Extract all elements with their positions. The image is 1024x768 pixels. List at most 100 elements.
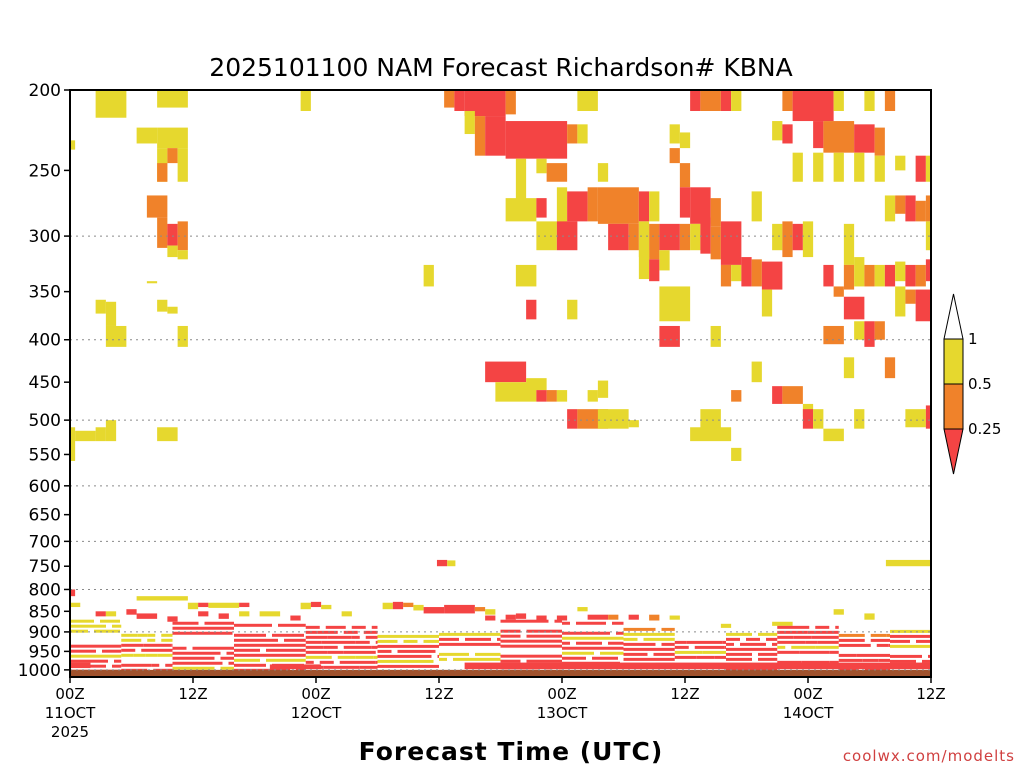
heatmap-cell [586, 651, 594, 655]
heatmap-cell [758, 652, 778, 656]
heatmap-cell [807, 630, 839, 634]
heatmap-cell [105, 611, 117, 617]
heatmap-cell [266, 658, 296, 662]
heatmap-cell [758, 632, 770, 636]
heatmap-cell [874, 155, 885, 182]
heatmap-cells [70, 90, 931, 673]
heatmap-cell [782, 124, 793, 144]
heatmap-cell [300, 90, 311, 111]
heatmap-cell [562, 621, 570, 625]
heatmap-cell [505, 614, 516, 620]
heatmap-cell [628, 223, 639, 251]
y-tick-label: 1000 [18, 661, 61, 681]
heatmap-cell [305, 660, 314, 664]
heatmap-cell [371, 645, 378, 649]
heatmap-cell [761, 289, 773, 317]
heatmap-cell [305, 655, 332, 659]
colorbar-label: 0.25 [968, 420, 1001, 438]
heatmap-cell [198, 602, 209, 608]
heatmap-cell [864, 321, 875, 347]
heatmap-cell [567, 299, 578, 320]
heatmap-cell [100, 619, 112, 623]
heatmap-cell [833, 609, 844, 615]
heatmap-cell [567, 191, 588, 222]
heatmap-cell [554, 644, 562, 648]
heatmap-cell [234, 663, 246, 667]
boundary-layer-band [172, 621, 234, 670]
heatmap-cell [813, 152, 824, 182]
heatmap-cell [741, 257, 752, 287]
heatmap-cell [136, 596, 188, 601]
heatmap-cell [556, 659, 562, 663]
heatmap-cell [437, 654, 439, 658]
heatmap-cell [389, 634, 426, 638]
heatmap-cell [82, 644, 112, 648]
y-tick-label: 800 [29, 580, 61, 600]
heatmap-cell [641, 632, 672, 636]
heatmap-cell [838, 643, 871, 647]
heatmap-cell [296, 658, 306, 662]
heatmap-cell [690, 427, 732, 442]
x-tick-label: 11OCT [45, 704, 96, 722]
heatmap-cell [88, 654, 100, 658]
heatmap-cell [355, 655, 374, 659]
heatmap-cell [387, 664, 398, 668]
heatmap-cell [912, 644, 928, 648]
heatmap-cell [791, 645, 816, 649]
heatmap-cell [690, 187, 711, 224]
heatmap-cell [278, 623, 288, 627]
heatmap-cell [146, 281, 158, 284]
heatmap-cell [182, 656, 215, 660]
heatmap-cell [95, 90, 127, 118]
heatmap-cell [343, 645, 372, 649]
heatmap-cell [758, 657, 778, 661]
x-tick-label: 13OCT [537, 704, 588, 722]
heatmap-cell [167, 223, 178, 246]
heatmap-cell [669, 148, 680, 164]
heatmap-cell [137, 633, 148, 637]
heatmap-cell [815, 645, 839, 649]
heatmap-cell [407, 659, 434, 663]
heatmap-cell [905, 289, 916, 304]
heatmap-cell [915, 264, 926, 287]
heatmap-cell [500, 639, 529, 643]
heatmap-cell [234, 653, 252, 657]
heatmap-cell [726, 657, 752, 661]
heatmap-cell [726, 647, 748, 651]
heatmap-cell [895, 195, 906, 214]
heatmap-cell [669, 615, 680, 620]
heatmap-cell [854, 152, 865, 182]
heatmap-cell [157, 427, 178, 442]
heatmap-cell [823, 121, 855, 153]
heatmap-cell [726, 652, 752, 656]
heatmap-cell [526, 378, 547, 391]
heatmap-cell [208, 602, 240, 608]
heatmap-cell [922, 634, 931, 638]
heatmap-cell [653, 652, 675, 656]
heatmap-cell [70, 427, 76, 461]
heatmap-cell [833, 286, 844, 297]
heatmap-cell [623, 642, 656, 646]
heatmap-cell [596, 636, 624, 640]
heatmap-cell [638, 221, 650, 258]
x-tick-label: 00Z [301, 685, 330, 703]
heatmap-cell [474, 607, 486, 612]
heatmap-cell [908, 654, 922, 658]
heatmap-cell [105, 420, 117, 442]
heatmap-cell [777, 640, 806, 644]
heatmap-cell [121, 638, 142, 642]
heatmap-cell [597, 187, 639, 224]
heatmap-cell [884, 264, 896, 287]
heatmap-cell [397, 664, 416, 668]
heatmap-cell [192, 646, 227, 650]
heatmap-cell [817, 640, 839, 644]
heatmap-cell [321, 604, 332, 610]
heatmap-cell [556, 221, 578, 251]
boundary-layer-band [890, 629, 931, 668]
colorbar-label: 1 [968, 330, 978, 348]
heatmap-cell [835, 625, 839, 629]
heatmap-cell [157, 90, 188, 108]
heatmap-cell [720, 623, 732, 628]
heatmap-cell [522, 619, 549, 623]
heatmap-cell [436, 559, 448, 567]
